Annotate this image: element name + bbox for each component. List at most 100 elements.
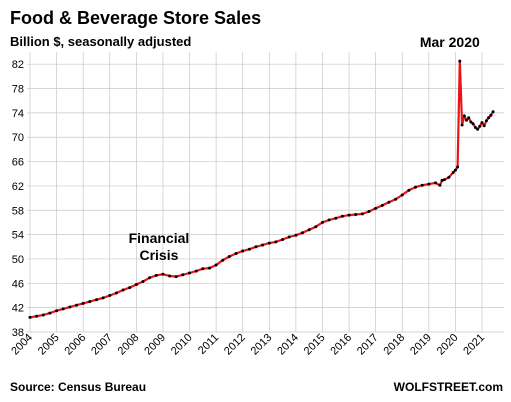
y-tick-label: 78 <box>12 84 24 96</box>
data-point <box>108 294 112 297</box>
data-point <box>427 182 431 186</box>
data-point <box>451 171 455 174</box>
data-point <box>334 216 338 220</box>
data-point <box>241 249 245 253</box>
data-point <box>128 286 132 290</box>
series-layer <box>28 59 495 319</box>
data-point <box>221 258 225 262</box>
data-point <box>480 121 484 125</box>
x-tick-label: 2014 <box>275 332 301 358</box>
x-tick-label: 2008 <box>116 332 142 358</box>
grid <box>27 52 504 333</box>
data-point <box>387 200 391 204</box>
x-tick-label: 2009 <box>142 332 168 358</box>
y-tick-label: 66 <box>12 157 24 169</box>
data-point <box>294 233 298 237</box>
data-point <box>214 263 218 267</box>
data-point <box>321 220 324 224</box>
source-label: Source: Census Bureau <box>10 380 146 394</box>
data-point <box>314 225 318 229</box>
x-tick-label: 2015 <box>302 332 328 358</box>
data-point <box>287 235 291 239</box>
data-point <box>134 283 138 286</box>
data-point <box>471 122 475 126</box>
chart-subtitle: Billion $, seasonally adjusted <box>10 34 191 49</box>
data-point <box>453 168 457 172</box>
data-point <box>347 213 351 217</box>
data-point <box>484 119 488 123</box>
data-point <box>114 291 118 295</box>
data-point <box>458 59 462 63</box>
data-point <box>161 272 165 276</box>
y-tick-label: 42 <box>12 303 24 315</box>
data-point <box>420 183 424 187</box>
y-tick-label: 46 <box>12 278 24 290</box>
data-point <box>41 313 45 317</box>
y-axis-ticks: 38 42 46 50 54 58 62 66 70 74 78 82 <box>12 59 24 339</box>
x-tick-label: 2020 <box>435 332 461 358</box>
data-point <box>188 271 191 275</box>
data-point <box>281 238 285 241</box>
data-point <box>465 118 468 122</box>
data-point <box>261 243 265 247</box>
data-point <box>438 183 442 187</box>
data-point <box>407 188 411 192</box>
x-tick-label: 2011 <box>196 332 221 357</box>
y-tick-label: 62 <box>12 181 24 193</box>
data-point <box>462 114 466 118</box>
data-point <box>81 301 85 305</box>
data-point <box>367 210 371 213</box>
data-point <box>394 197 398 201</box>
annotation-text: Crisis <box>139 247 178 263</box>
x-tick-label: 2010 <box>169 332 195 358</box>
x-tick-label: 2005 <box>36 332 62 358</box>
data-point <box>95 298 98 302</box>
x-tick-label: 2019 <box>408 332 434 358</box>
data-point <box>68 305 72 309</box>
x-tick-label: 2017 <box>355 332 381 358</box>
data-point <box>75 303 78 307</box>
data-point <box>201 267 205 271</box>
data-point <box>121 288 125 292</box>
data-point <box>482 124 486 128</box>
data-point <box>489 113 493 117</box>
data-point <box>154 273 158 277</box>
data-point <box>469 120 473 124</box>
data-point <box>478 124 482 128</box>
data-point <box>101 296 105 300</box>
data-point <box>247 247 251 251</box>
data-point <box>227 255 231 258</box>
y-tick-label: 54 <box>12 230 24 242</box>
data-point <box>141 280 145 283</box>
data-point <box>88 300 92 304</box>
data-point <box>208 266 211 270</box>
data-point <box>307 228 311 232</box>
series-line <box>29 59 495 319</box>
data-point <box>234 252 238 255</box>
data-point <box>301 231 304 235</box>
data-point <box>442 178 446 182</box>
data-point <box>374 206 378 210</box>
y-tick-label: 38 <box>12 327 24 339</box>
data-point <box>327 218 331 222</box>
brand-label: WOLFSTREET.com <box>394 380 503 394</box>
data-point <box>340 214 344 218</box>
data-point <box>267 241 271 245</box>
data-point <box>354 213 358 216</box>
data-point <box>473 126 477 129</box>
data-point <box>35 314 39 318</box>
data-point <box>48 311 52 315</box>
x-tick-label: 2006 <box>62 332 88 358</box>
data-point <box>274 240 278 244</box>
y-tick-label: 74 <box>12 108 24 120</box>
data-point <box>28 315 32 319</box>
data-point <box>400 193 404 197</box>
data-point <box>55 309 59 313</box>
data-point <box>194 269 198 273</box>
annotation-text: Mar 2020 <box>420 34 480 50</box>
data-point <box>380 203 384 207</box>
x-tick-label: 2018 <box>382 332 408 358</box>
data-point <box>456 165 460 169</box>
